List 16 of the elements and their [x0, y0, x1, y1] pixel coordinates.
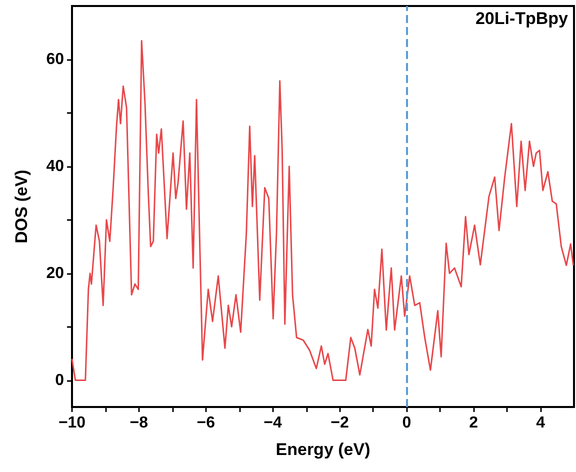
x-tick-label: 4: [536, 414, 546, 432]
x-tick-label: 2: [469, 414, 478, 432]
y-tick-label: 60: [46, 50, 64, 68]
line-series: [71, 40, 574, 382]
y-tick-label: 0: [55, 372, 64, 389]
x-axis-title: Energy (eV): [276, 440, 370, 459]
x-tick-label: 0: [402, 414, 412, 432]
x-tick-label: −2: [330, 414, 349, 432]
y-tick-label: 40: [46, 158, 64, 175]
y-tick-label: 20: [46, 264, 64, 282]
x-tick-label: −8: [130, 414, 148, 432]
y-axis-title: DOS (eV): [12, 170, 31, 244]
x-tick-label: −4: [264, 414, 282, 432]
x-tick-label: −6: [196, 414, 216, 432]
x-tick-label: −10: [58, 414, 86, 432]
annotation: 20Li-TpBpy: [475, 9, 569, 28]
